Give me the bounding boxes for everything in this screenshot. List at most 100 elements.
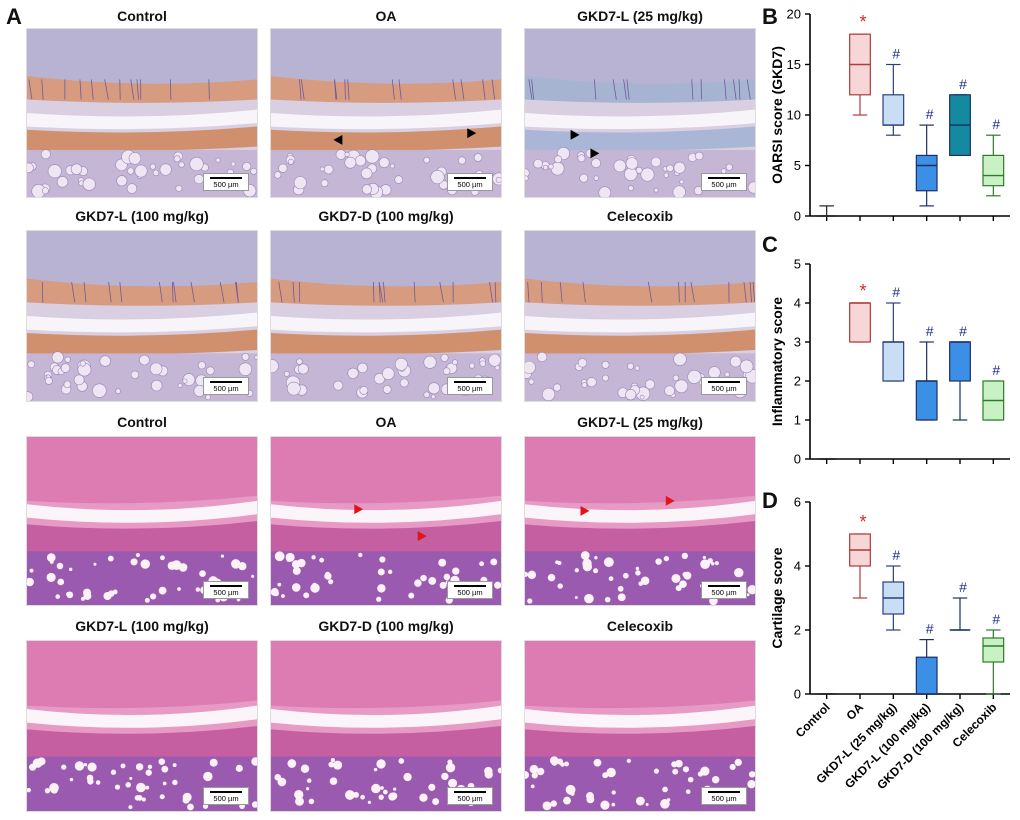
box-4: #	[949, 323, 971, 421]
x-tick-label: Control	[793, 700, 833, 740]
scale-bar-label: 500 µm	[213, 384, 239, 393]
he-micrograph: 500 µm	[26, 640, 258, 812]
significance-mark: *	[859, 512, 866, 532]
scale-bar: 500 µm	[701, 787, 747, 805]
significance-mark: #	[892, 547, 900, 563]
scale-bar-label: 500 µm	[711, 180, 737, 189]
safranin-image-title: OA	[375, 8, 397, 24]
y-tick-label: 2	[794, 374, 801, 389]
scale-bar: 500 µm	[701, 173, 747, 191]
chart-oarsi-score: 0 5 10 15 20 OARSI score (GKD7) * # # # #	[769, 7, 1010, 224]
scale-bar: 500 µm	[447, 787, 493, 805]
scale-bar-label: 500 µm	[457, 794, 483, 803]
safranin-image-title: Celecoxib	[606, 208, 674, 224]
scale-bar: 500 µm	[447, 173, 493, 191]
box-iqr	[849, 302, 871, 343]
y-tick-label: 1	[794, 413, 801, 428]
box-3: #	[915, 323, 938, 421]
he-image-title: GKD7-L (25 mg/kg)	[577, 414, 703, 430]
significance-mark: *	[859, 281, 866, 301]
y-tick-label: 4	[794, 296, 801, 311]
y-tick-label: 4	[794, 559, 801, 574]
y-tick-label: 15	[787, 57, 801, 72]
significance-mark: #	[892, 284, 900, 300]
safranin-image-title: GKD7-D (100 mg/kg)	[318, 208, 454, 224]
he-micrograph: 500 µm	[270, 436, 502, 606]
y-tick-label: 10	[787, 108, 801, 123]
x-tick-label: OA	[843, 700, 866, 723]
he-image-title: Control	[117, 414, 167, 430]
y-tick-label: 3	[794, 335, 801, 350]
he-micrograph: 500 µm	[524, 640, 756, 812]
box-iqr	[915, 154, 938, 192]
scale-bar: 500 µm	[447, 377, 493, 395]
box-iqr	[882, 94, 905, 126]
box-iqr	[982, 154, 1005, 187]
panel-label-c: C	[762, 232, 778, 257]
box-5: #	[982, 362, 1005, 421]
box-1: *	[849, 512, 871, 599]
y-tick-label: 2	[794, 623, 801, 638]
box-5: #	[982, 611, 1005, 695]
safranin-image-title: GKD7-L (25 mg/kg)	[577, 8, 703, 24]
y-tick-label: 0	[794, 687, 801, 702]
scale-bar-label: 500 µm	[457, 180, 483, 189]
y-axis-label: Cartilage score	[769, 547, 785, 648]
box-5: #	[982, 116, 1005, 197]
significance-mark: #	[992, 116, 1000, 132]
he-image-title: OA	[375, 414, 397, 430]
y-tick-label: 5	[794, 158, 801, 173]
he-image-title: GKD7-D (100 mg/kg)	[318, 618, 454, 634]
y-tick-label: 0	[794, 452, 801, 467]
scale-bar: 500 µm	[203, 173, 249, 191]
scale-bar-label: 500 µm	[711, 588, 737, 597]
box-3: #	[915, 621, 938, 695]
y-axis-label: Inflammatory score	[769, 297, 785, 426]
he-micrograph: 500 µm	[270, 640, 502, 812]
y-tick-label: 0	[794, 209, 801, 224]
significance-mark: #	[959, 76, 967, 92]
panel-label-d: D	[762, 488, 778, 513]
safranin-micrograph: 500 µm	[270, 230, 502, 402]
safranin-image-title: GKD7-L (100 mg/kg)	[75, 208, 209, 224]
y-tick-label: 6	[794, 495, 801, 510]
box-1: *	[849, 12, 871, 116]
scale-bar: 500 µm	[447, 581, 493, 599]
significance-mark: *	[859, 12, 866, 32]
box-4: #	[949, 76, 971, 157]
panel-label-b: B	[762, 4, 778, 29]
scale-bar-label: 500 µm	[213, 794, 239, 803]
box-iqr	[915, 380, 938, 421]
chart-inflammatory-score: 0 1 2 3 4 5 Inflammatory score * # # # #	[769, 257, 1010, 467]
significance-mark: #	[892, 46, 900, 62]
box-iqr	[915, 656, 938, 695]
scale-bar: 500 µm	[203, 581, 249, 599]
scale-bar-label: 500 µm	[213, 588, 239, 597]
he-image-title: Celecoxib	[606, 618, 674, 634]
safranin-micrograph: 500 µm	[270, 28, 502, 198]
scale-bar: 500 µm	[203, 377, 249, 395]
significance-mark: #	[992, 611, 1000, 627]
box-2: #	[882, 46, 905, 136]
safranin-micrograph: 500 µm	[26, 28, 258, 198]
box-iqr	[982, 637, 1005, 663]
scale-bar: 500 µm	[701, 581, 747, 599]
y-tick-label: 20	[787, 7, 801, 22]
he-micrograph: 500 µm	[26, 436, 258, 606]
safranin-image-title: Control	[117, 8, 167, 24]
he-micrograph: 500 µm	[524, 436, 756, 606]
significance-mark: #	[926, 621, 934, 637]
scale-bar-label: 500 µm	[213, 180, 239, 189]
scale-bar: 500 µm	[701, 377, 747, 395]
scale-bar-label: 500 µm	[711, 794, 737, 803]
safranin-micrograph: 500 µm	[524, 28, 756, 198]
he-image-title: GKD7-L (100 mg/kg)	[75, 618, 209, 634]
box-2: #	[882, 284, 905, 382]
panel-label-a: A	[6, 4, 22, 29]
y-tick-label: 5	[794, 257, 801, 272]
significance-mark: #	[959, 579, 967, 595]
box-iqr	[949, 341, 971, 382]
box-0	[816, 205, 837, 217]
box-4: #	[949, 579, 971, 631]
safranin-micrograph: 500 µm	[26, 230, 258, 402]
